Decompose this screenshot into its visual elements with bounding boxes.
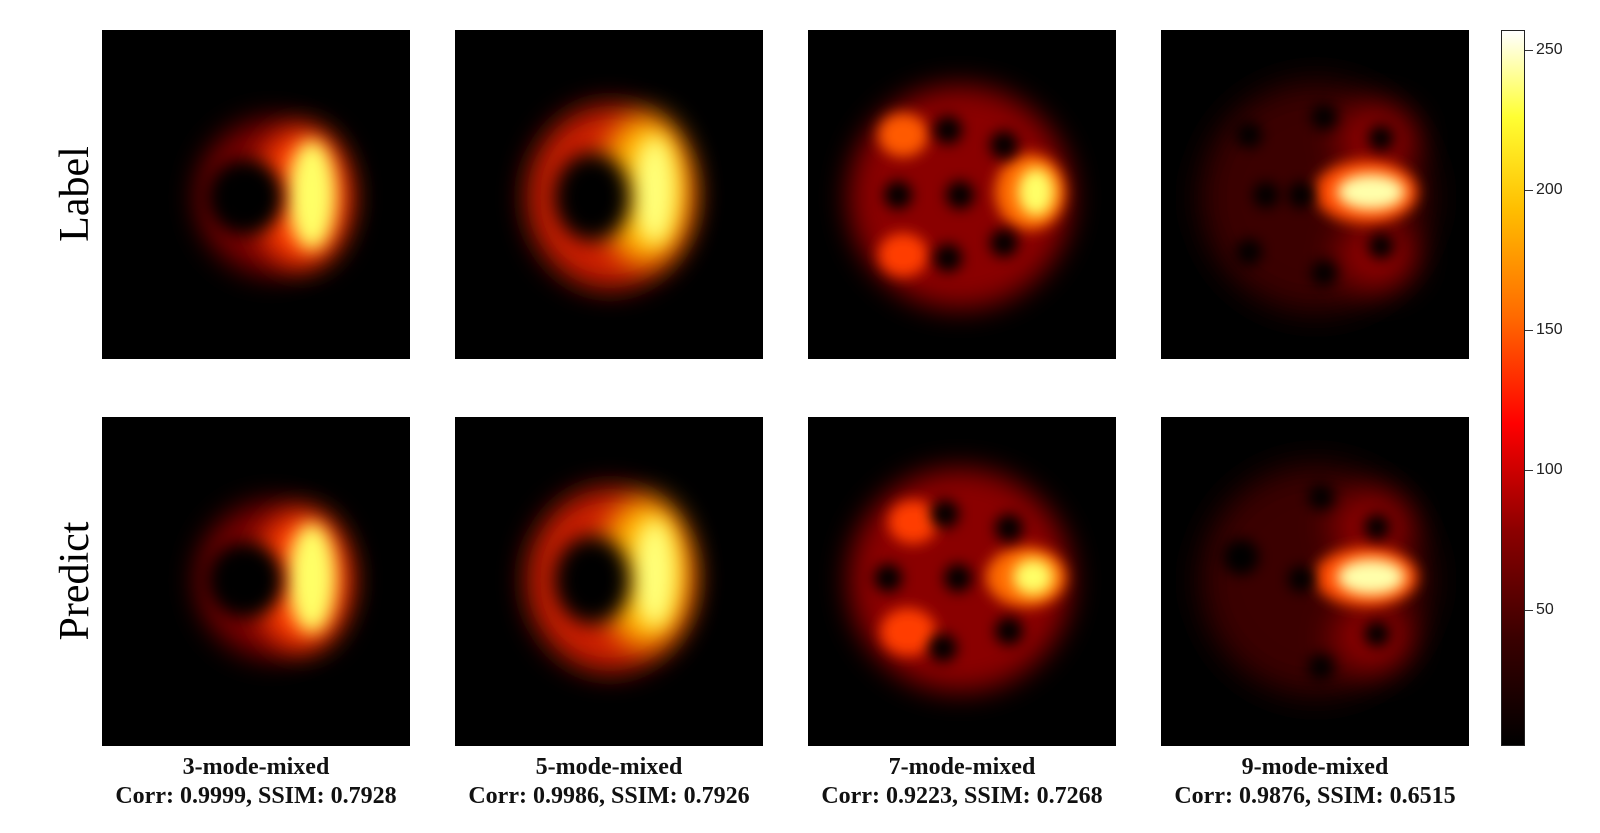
colorbar-tick [1525, 330, 1533, 331]
colorbar-tick [1525, 470, 1533, 471]
label-image-5-mode [455, 30, 763, 359]
colorbar-tick-label: 250 [1536, 41, 1563, 58]
label-image-9-mode [1161, 30, 1469, 359]
predict-image-5-mode [455, 417, 763, 746]
caption-5-mode: 5-mode-mixed Corr: 0.9986, SSIM: 0.7926 [429, 753, 789, 811]
label-image-7-mode [808, 30, 1116, 359]
caption-7-mode: 7-mode-mixed Corr: 0.9223, SSIM: 0.7268 [782, 753, 1142, 811]
colorbar-tick [1525, 190, 1533, 191]
row-label-label: Label [52, 146, 98, 242]
predict-image-7-mode [808, 417, 1116, 746]
colorbar-tick [1525, 50, 1533, 51]
predict-image-3-mode [102, 417, 410, 746]
caption-title: 5-mode-mixed [535, 754, 683, 780]
caption-metrics: Corr: 0.9986, SSIM: 0.7926 [468, 783, 750, 809]
caption-metrics: Corr: 0.9223, SSIM: 0.7268 [821, 783, 1103, 809]
colorbar-tick-label: 100 [1536, 461, 1563, 478]
colorbar-tick-label: 150 [1536, 321, 1563, 338]
colorbar-tick-label: 200 [1536, 181, 1563, 198]
caption-title: 9-mode-mixed [1241, 754, 1389, 780]
caption-metrics: Corr: 0.9999, SSIM: 0.7928 [115, 783, 397, 809]
colorbar [1501, 30, 1525, 746]
caption-9-mode: 9-mode-mixed Corr: 0.9876, SSIM: 0.6515 [1135, 753, 1495, 811]
caption-3-mode: 3-mode-mixed Corr: 0.9999, SSIM: 0.7928 [76, 753, 436, 811]
predict-image-9-mode [1161, 417, 1469, 746]
colorbar-tick [1525, 610, 1533, 611]
caption-title: 7-mode-mixed [888, 754, 1036, 780]
colorbar-tick-label: 50 [1536, 601, 1554, 618]
row-label-predict: Predict [52, 521, 98, 641]
caption-title: 3-mode-mixed [182, 754, 330, 780]
caption-metrics: Corr: 0.9876, SSIM: 0.6515 [1174, 783, 1456, 809]
label-image-3-mode [102, 30, 410, 359]
